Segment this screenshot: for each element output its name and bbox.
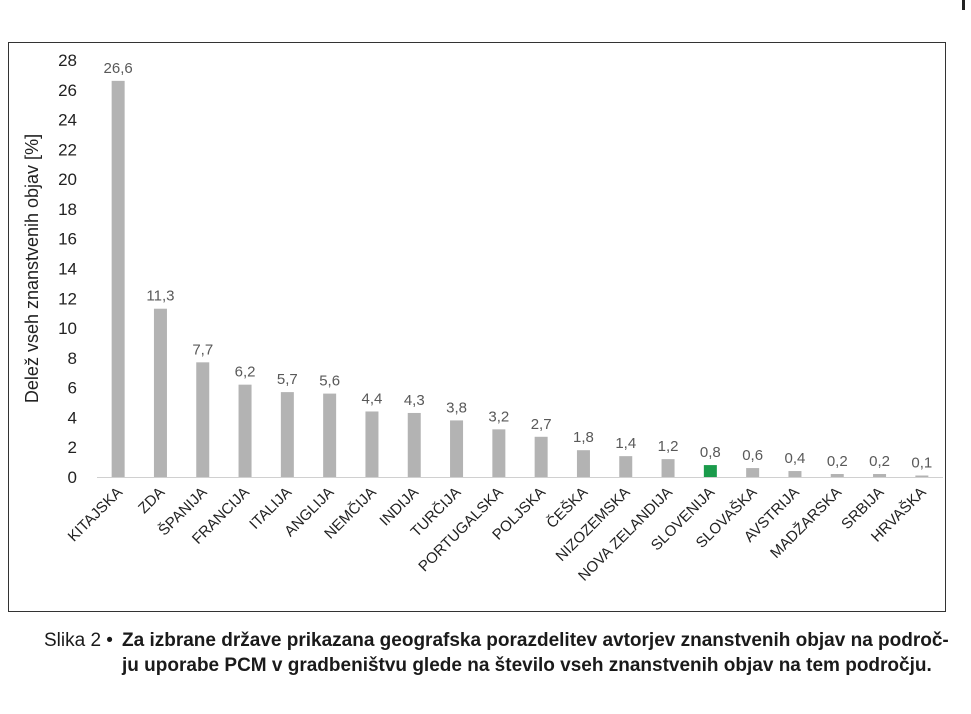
bar	[280, 392, 294, 477]
bar	[196, 362, 210, 477]
data-label: 4,4	[362, 390, 383, 407]
data-label: 1,4	[615, 435, 636, 452]
bar	[576, 450, 590, 477]
figure-caption: Slika 2 • Za izbrane države prikazana ge…	[44, 628, 964, 678]
category-label: KITAJSKA	[65, 484, 126, 545]
bar	[830, 474, 844, 477]
bar	[915, 475, 929, 477]
bar	[153, 308, 167, 477]
bar	[238, 384, 252, 477]
bar	[703, 465, 717, 477]
category-label: NIZOZEMSKA	[553, 484, 634, 565]
data-label: 26,6	[104, 60, 133, 77]
data-label: 5,7	[277, 371, 298, 388]
bar	[788, 471, 802, 477]
chart-frame: 0 2 4 6 8 10 12 14 16 18 20 22 24 26 28 Delež vseh znan…	[8, 42, 946, 612]
data-label: 5,6	[319, 373, 340, 390]
bar	[492, 429, 506, 477]
bar	[661, 459, 675, 477]
y-tick-label: 14	[58, 260, 77, 279]
data-label: 0,1	[911, 455, 932, 472]
data-label: 11,3	[146, 288, 174, 305]
data-label: 0,2	[827, 453, 848, 470]
data-label: 0,2	[869, 453, 890, 470]
y-tick-label: 12	[58, 289, 77, 308]
bar	[111, 80, 125, 477]
y-axis-label: Delež vseh znanstvenih objav [%]	[22, 134, 42, 403]
y-tick-label: 2	[68, 438, 77, 457]
data-label: 2,7	[531, 416, 552, 433]
caption-text: Za izbrane države prikazana geografska p…	[122, 630, 949, 676]
data-label: 3,2	[488, 408, 509, 425]
category-label: ZDA	[135, 484, 168, 517]
bar	[619, 456, 633, 477]
y-tick-label: 4	[68, 408, 77, 427]
caption-prefix: Slika 2 •	[44, 630, 113, 651]
data-label: 6,2	[235, 364, 256, 381]
y-tick-label: 26	[58, 81, 77, 100]
y-tick-label: 10	[58, 319, 77, 338]
data-label: 0,6	[742, 447, 763, 464]
bar	[534, 436, 548, 477]
y-tick-label: 24	[58, 111, 77, 130]
bar	[365, 411, 379, 477]
bar	[323, 393, 337, 477]
y-tick-label: 16	[58, 230, 77, 249]
data-label: 4,3	[404, 392, 425, 409]
bar	[407, 412, 421, 477]
data-label: 0,4	[785, 450, 806, 467]
y-tick-label: 20	[58, 170, 77, 189]
data-label: 1,2	[658, 438, 679, 455]
y-tick-label: 22	[58, 140, 77, 159]
bar	[873, 474, 887, 477]
data-label: 7,7	[192, 341, 213, 358]
y-tick-label: 0	[68, 468, 77, 487]
y-tick-label: 28	[58, 51, 77, 70]
y-tick-label: 8	[68, 349, 77, 368]
data-label: 0,8	[700, 444, 721, 461]
y-tick-label: 6	[68, 379, 77, 398]
bar	[746, 468, 760, 477]
y-tick-label: 18	[58, 200, 77, 219]
page-edge-mark	[962, 0, 965, 10]
data-label: 3,8	[446, 399, 467, 416]
bar	[450, 420, 464, 477]
data-label: 1,8	[573, 429, 594, 446]
